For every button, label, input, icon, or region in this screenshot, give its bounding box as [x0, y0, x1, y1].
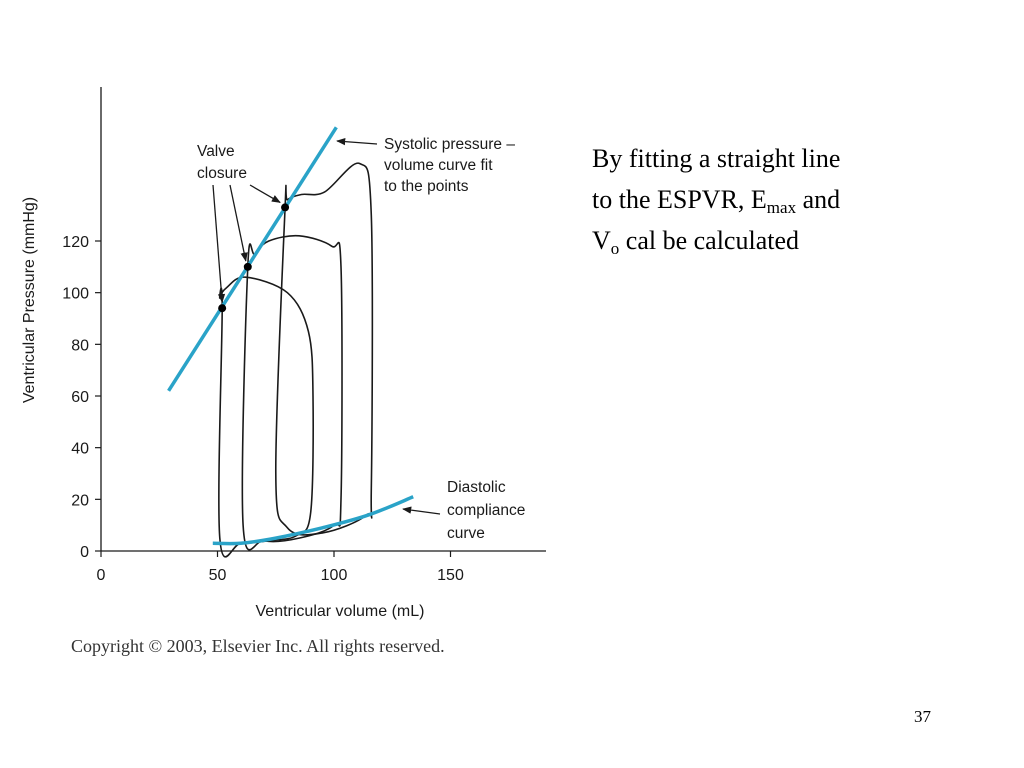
pv-loop-3	[274, 162, 374, 536]
pv-loop-1	[218, 276, 314, 558]
systolic-fit-arrow	[336, 137, 378, 146]
y-tick-label: 20	[71, 492, 89, 509]
text-line-2-end: and	[796, 185, 841, 214]
x-axis-title: Ventricular volume (mL)	[256, 603, 425, 620]
annotation-text: Valve	[197, 143, 235, 160]
valve-closure-arrow	[249, 184, 281, 203]
chart-axes: 0 50 100 150 0 20 40 60 80 100 120	[62, 87, 546, 584]
text-line-3-start: V	[592, 226, 611, 255]
y-tick-label: 100	[62, 286, 89, 303]
annotation-text: curve	[447, 525, 485, 542]
valve-closure-arrow	[212, 184, 226, 304]
fit-curves	[167, 126, 414, 546]
valve-closure-point	[243, 262, 252, 271]
annotation-text: Systolic pressure –	[384, 136, 515, 153]
valve-closure-point	[281, 203, 290, 212]
valve-closure-arrow	[229, 184, 248, 262]
text-line-2-start: to the ESPVR, E	[592, 185, 767, 214]
vo-subscript: o	[610, 239, 620, 258]
y-tick-label: 120	[62, 234, 89, 251]
y-axis-title: Ventricular Pressure (mmHg)	[21, 197, 38, 403]
annotation-text: Diastolic	[447, 479, 506, 496]
x-tick-label: 0	[97, 567, 106, 584]
annotation-text: to the points	[384, 178, 469, 195]
pv-loop-2	[241, 234, 343, 551]
annotation-text: closure	[197, 165, 247, 182]
annotation-text: compliance	[447, 502, 525, 519]
systolic-fit-line	[167, 126, 338, 392]
diastolic-curve-arrow	[402, 506, 441, 515]
slide-text: By fitting a straight line to the ESPVR,…	[592, 138, 972, 261]
x-tick-label: 50	[209, 567, 227, 584]
text-line-3-end: cal be calculated	[619, 226, 799, 255]
text-line-3: Vo cal be calculated	[592, 220, 972, 261]
y-tick-label: 60	[71, 389, 89, 406]
valve-closure-points	[218, 203, 290, 313]
copyright-notice: Copyright © 2003, Elsevier Inc. All righ…	[71, 636, 445, 656]
text-line-2: to the ESPVR, Emax and	[592, 179, 972, 220]
valve-closure-point	[218, 304, 227, 313]
pressure-volume-loops	[218, 162, 374, 558]
x-tick-label: 150	[437, 567, 464, 584]
x-tick-label: 100	[321, 567, 348, 584]
slide-number: 37	[914, 707, 931, 726]
y-tick-label: 0	[80, 544, 89, 561]
y-tick-label: 80	[71, 337, 89, 354]
annotation-text: volume curve fit	[384, 157, 493, 174]
chart-annotations: Valve closure Systolic pressure – volume cu…	[197, 136, 525, 542]
y-tick-label: 40	[71, 441, 89, 458]
diastolic-compliance-curve	[212, 495, 414, 546]
emax-subscript: max	[766, 198, 797, 217]
text-line-1: By fitting a straight line	[592, 144, 841, 173]
